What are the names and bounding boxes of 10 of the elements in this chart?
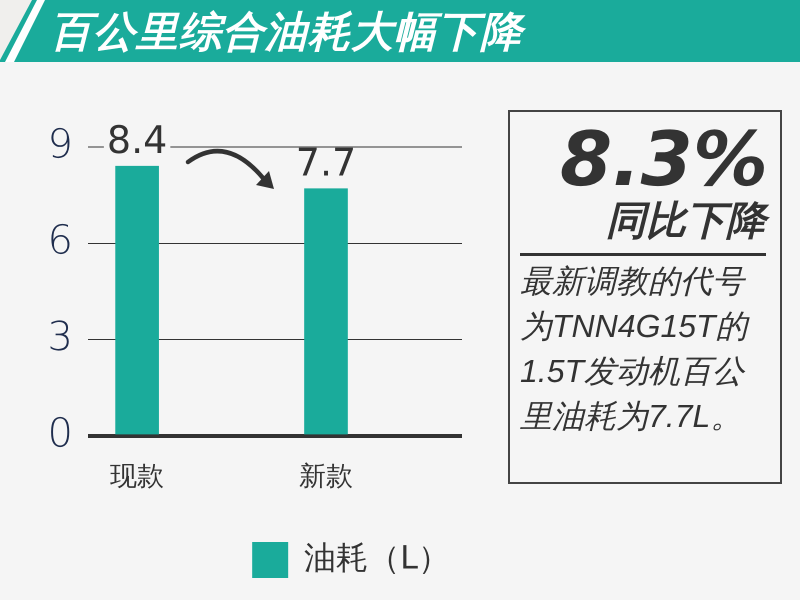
y-tick-label: 6 bbox=[48, 218, 73, 264]
y-tick-label: 9 bbox=[48, 121, 73, 168]
x-tick-label: 现款 bbox=[110, 461, 164, 492]
legend-label: 油耗（L） bbox=[304, 538, 450, 576]
data-label: 8.4 bbox=[106, 118, 168, 162]
note-card: 8.3% 同比下降 最新调教的代号为TNN4G15T的1.5T发动机百公里油耗为7.7L。 bbox=[508, 110, 782, 484]
y-tick-label: 3 bbox=[48, 314, 73, 360]
data-label: 7.7 bbox=[296, 140, 356, 185]
x-tick-label: 新款 bbox=[299, 461, 353, 492]
y-tick-label: 0 bbox=[48, 410, 73, 456]
